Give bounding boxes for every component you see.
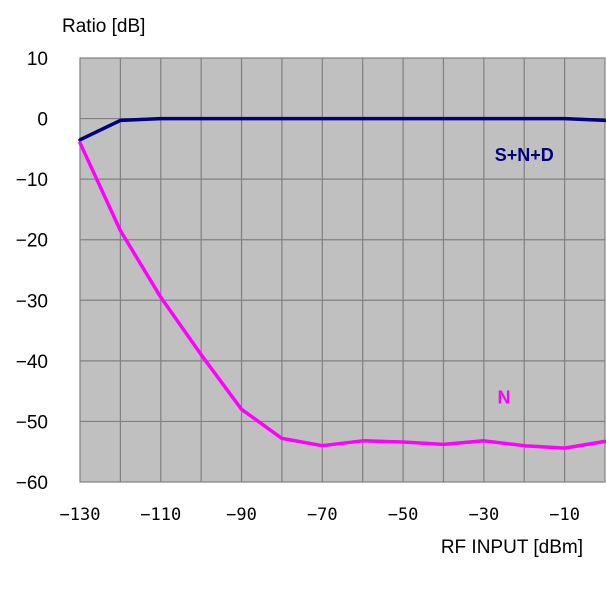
series-label: N — [498, 387, 511, 407]
y-axis-title: Ratio [dB] — [62, 16, 145, 37]
x-tick-label: −130 — [60, 505, 101, 525]
x-tick-label: −90 — [226, 505, 257, 525]
y-tick-label: −40 — [16, 352, 48, 373]
series-label: S+N+D — [495, 145, 554, 165]
x-tick-label: −50 — [388, 505, 419, 525]
x-axis-title: RF INPUT [dBm] — [441, 537, 583, 558]
y-tick-label: −30 — [16, 291, 48, 312]
y-tick-label: −60 — [16, 473, 48, 494]
y-tick-label: 0 — [37, 110, 48, 131]
series-labels: S+N+D N — [495, 145, 554, 407]
x-tick-label: −10 — [549, 505, 580, 525]
plot-area — [80, 58, 605, 482]
y-tick-label: −10 — [16, 170, 48, 191]
plot-frame — [79, 57, 606, 483]
series-layer — [78, 116, 606, 450]
y-tick-label: 10 — [27, 49, 48, 70]
x-tick-labels: −130 −110 −90 −70 −50 −30 −10 — [60, 505, 580, 525]
y-tick-label: −20 — [16, 231, 48, 252]
x-tick-label: −30 — [468, 505, 499, 525]
series-line-s-n-d — [78, 116, 606, 142]
y-tick-labels: 10 0 −10 −20 −30 −40 −50 −60 — [16, 49, 48, 494]
x-tick-label: −70 — [307, 505, 338, 525]
y-tick-label: −50 — [16, 412, 48, 433]
series-line-n — [78, 141, 606, 450]
x-tick-label: −110 — [140, 505, 181, 525]
